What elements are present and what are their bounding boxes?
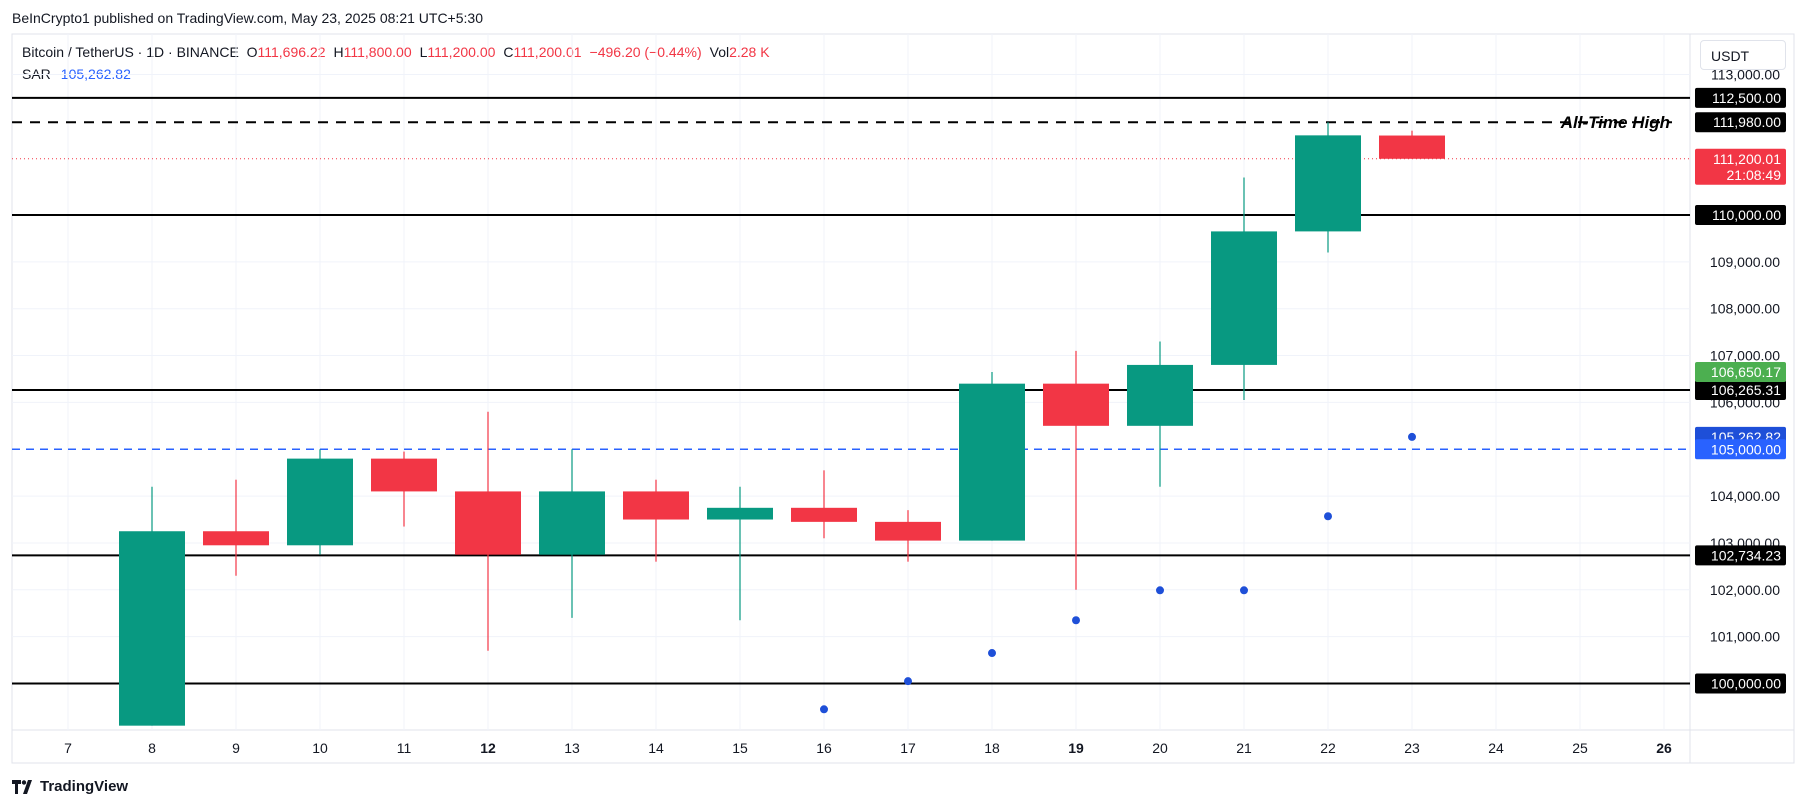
- tradingview-logo-icon: [12, 779, 32, 794]
- price-tag: 111,200.01: [1713, 151, 1781, 167]
- candle-body[interactable]: [203, 531, 269, 546]
- level-price-tag-bg: [1695, 87, 1786, 108]
- x-tick-label: 22: [1320, 740, 1336, 756]
- candle-body[interactable]: [1127, 364, 1193, 426]
- price-tag-bg: [1695, 361, 1786, 382]
- sar-dot: [820, 705, 828, 714]
- y-tick-label: 107,000.00: [1710, 348, 1780, 364]
- y-tick-label: 104,000.00: [1710, 488, 1780, 504]
- level-price-tag-bg: [1695, 545, 1786, 566]
- high-label: H: [333, 44, 344, 60]
- sar-dot: [1408, 432, 1416, 441]
- candle-body[interactable]: [875, 521, 941, 541]
- level-price-tag-bg: [1695, 205, 1786, 225]
- level-price-tag-bg: [1695, 673, 1786, 694]
- close-label: C: [503, 44, 514, 60]
- x-tick-label: 9: [232, 740, 240, 756]
- candle-body[interactable]: [1379, 135, 1445, 159]
- price-tag-timer: 21:08:49: [1727, 167, 1782, 183]
- close-value: 111,200.01: [513, 44, 582, 60]
- volume-label: Vol: [709, 44, 730, 60]
- low-label: L: [419, 44, 428, 60]
- change-value: −496.20 (−0.44%): [589, 44, 702, 60]
- sar-dot: [1324, 512, 1332, 521]
- x-tick-label: 8: [148, 740, 156, 756]
- candle-body[interactable]: [959, 383, 1025, 541]
- x-tick-label: 13: [564, 740, 580, 756]
- candle-body[interactable]: [791, 507, 857, 522]
- ath-annotation: All-Time High: [1560, 113, 1670, 132]
- chart-frame: [11, 33, 1795, 764]
- candle-body[interactable]: [1295, 135, 1361, 232]
- candle-body[interactable]: [455, 491, 521, 555]
- x-tick-label: 16: [816, 740, 832, 756]
- candle-body[interactable]: [1211, 231, 1277, 365]
- price-tag: 106,650.17: [1711, 364, 1781, 380]
- candle-body[interactable]: [707, 507, 773, 520]
- candle-body[interactable]: [119, 531, 185, 726]
- price-tag: 105,000.00: [1711, 441, 1781, 457]
- candle-body[interactable]: [287, 458, 353, 546]
- x-tick-label: 7: [64, 740, 72, 756]
- publish-info: BeInCrypto1 published on TradingView.com…: [12, 10, 483, 26]
- x-tick-label: 23: [1404, 740, 1420, 756]
- x-tick-label: 19: [1068, 740, 1084, 756]
- candle-body[interactable]: [623, 491, 689, 520]
- volume-value: 2.28 K: [729, 44, 770, 60]
- x-tick-label: 12: [480, 740, 496, 756]
- footer-brand: TradingView: [40, 778, 129, 795]
- x-tick-label: 26: [1656, 740, 1672, 756]
- y-tick-label: 109,000.00: [1710, 254, 1780, 270]
- x-tick-label: 20: [1152, 740, 1168, 756]
- level-price-tag-bg: [1695, 379, 1786, 400]
- x-tick-label: 21: [1236, 740, 1252, 756]
- level-price-tag: 112,500.00: [1712, 90, 1781, 106]
- sar-dot: [988, 649, 996, 658]
- high-value: 111,800.00: [343, 44, 412, 60]
- open-value: 111,696.22: [257, 44, 326, 60]
- x-tick-label: 14: [648, 740, 664, 756]
- open-label: O: [246, 44, 258, 60]
- y-tick-label: 101,000.00: [1710, 629, 1780, 645]
- y-tick-label: 108,000.00: [1710, 301, 1780, 317]
- candle-body[interactable]: [1043, 383, 1109, 426]
- candle-body[interactable]: [539, 491, 605, 555]
- x-tick-label: 15: [732, 740, 748, 756]
- y-tick-label: 102,000.00: [1710, 582, 1780, 598]
- level-price-tag: 110,000.00: [1712, 207, 1781, 223]
- sar-dot: [904, 677, 912, 686]
- sar-dot: [1240, 586, 1248, 595]
- x-tick-label: 10: [312, 740, 328, 756]
- x-tick-label: 24: [1488, 740, 1504, 756]
- ohlc-legend: Bitcoin / TetherUS · 1D · BINANCE O111,6…: [22, 44, 778, 60]
- low-value: 111,200.00: [427, 44, 496, 60]
- x-tick-label: 17: [900, 740, 916, 756]
- y-tick-label: 113,000.00: [1711, 66, 1780, 82]
- level-price-tag: 102,734.23: [1711, 547, 1781, 563]
- candle-body[interactable]: [371, 458, 437, 492]
- level-price-tag: 106,265.31: [1711, 382, 1781, 398]
- currency-button[interactable]: USDT: [1700, 40, 1786, 70]
- level-price-tag: 111,980.00: [1713, 114, 1781, 130]
- tradingview-footer[interactable]: TradingView: [12, 778, 128, 795]
- level-price-tag: 100,000.00: [1711, 676, 1781, 692]
- x-tick-label: 11: [397, 740, 412, 756]
- price-tag-bg: [1695, 439, 1786, 460]
- level-price-tag-bg: [1695, 112, 1786, 133]
- price-tag-bg: [1695, 148, 1786, 185]
- sar-dot: [1072, 616, 1080, 625]
- x-tick-label: 18: [984, 740, 1000, 756]
- x-tick-label: 25: [1572, 740, 1588, 756]
- sar-dot: [1156, 586, 1164, 595]
- symbol-label[interactable]: Bitcoin / TetherUS · 1D · BINANCE: [22, 44, 239, 60]
